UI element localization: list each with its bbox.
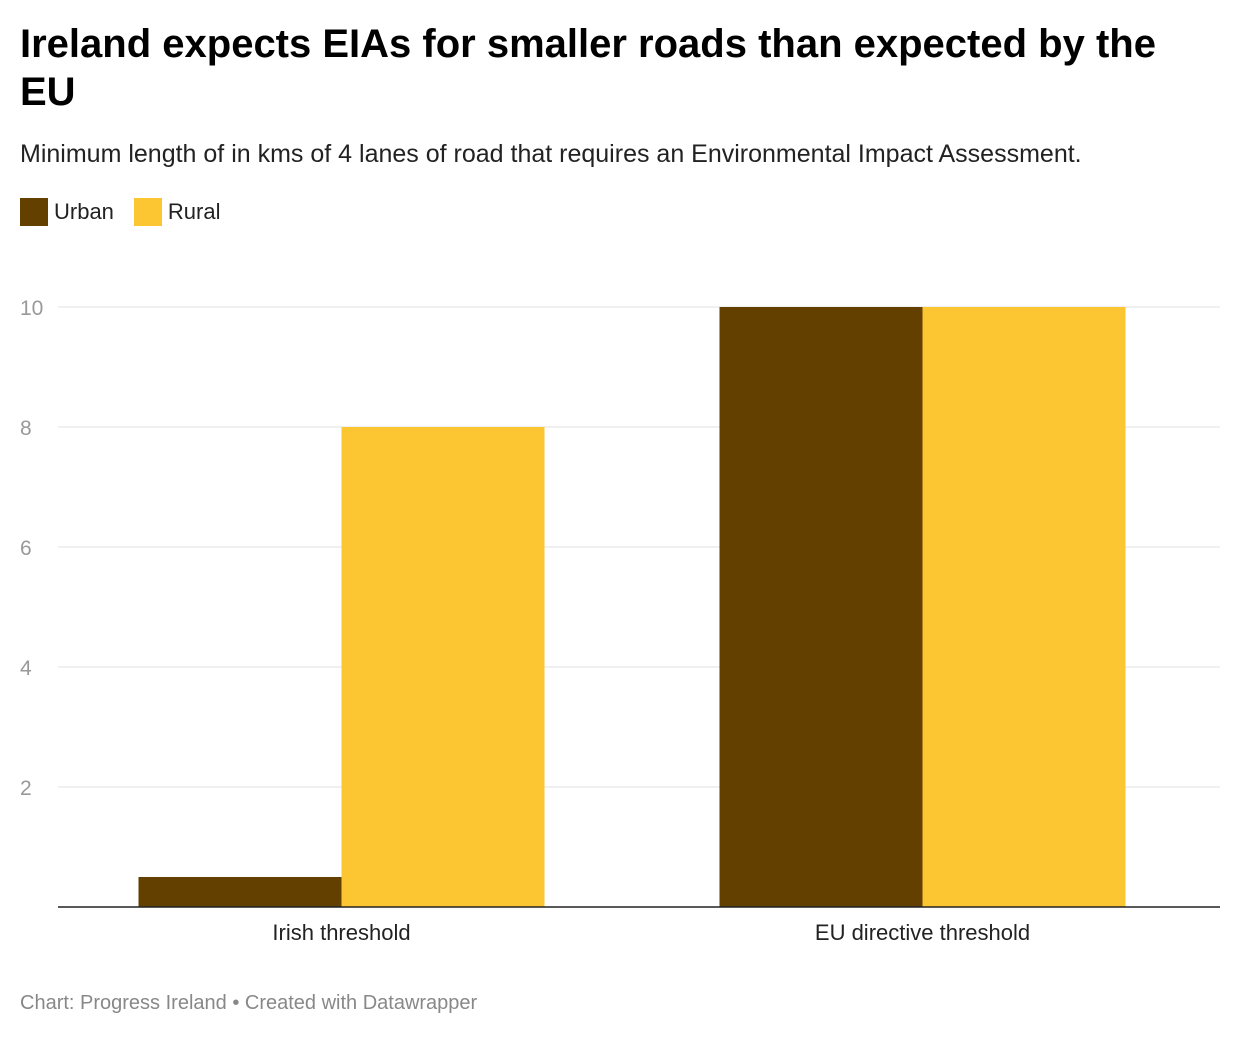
legend-label-rural: Rural [167,199,221,224]
chart-subtitle: Minimum length of in kms of 4 lanes of r… [20,140,1082,168]
y-tick-label: 6 [20,537,32,560]
legend-item-rural: Rural [133,198,221,226]
chart-footer: Chart: Progress Ireland • Created with D… [20,992,478,1014]
legend: Urban Rural [20,198,221,226]
legend-swatch-urban [20,198,48,226]
chart-title: Ireland expects EIAs for smaller roads t… [20,22,1156,114]
y-tick-label: 4 [20,657,32,680]
y-tick-label: 8 [20,417,32,440]
x-tick-label: EU directive threshold [815,920,1030,945]
y-tick-label: 2 [20,777,32,800]
legend-label-urban: Urban [54,199,114,224]
bar-rural [922,307,1126,907]
bar-urban [719,307,923,907]
legend-item-urban: Urban [20,198,114,226]
y-tick-label: 10 [20,297,43,320]
x-tick-label: Irish threshold [272,920,410,945]
bar-urban [138,877,342,907]
legend-swatch-rural [133,198,162,226]
bar-rural [341,427,545,907]
